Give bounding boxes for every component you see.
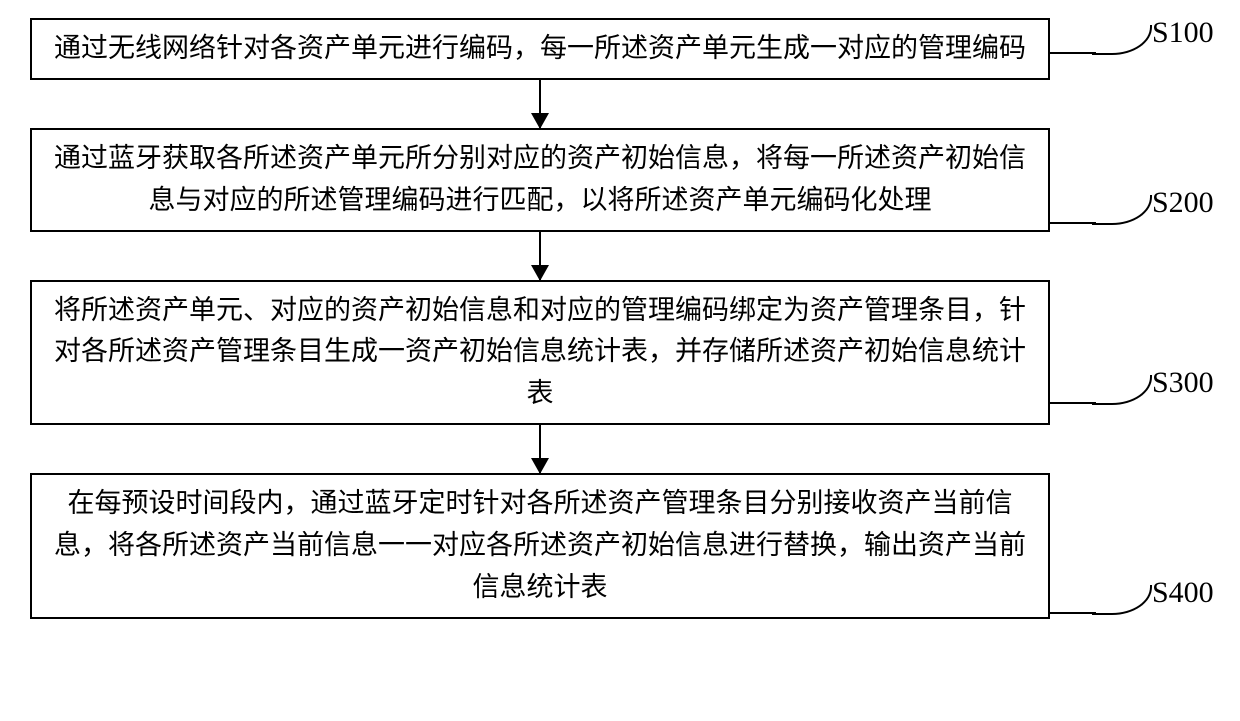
step-box: 在每预设时间段内，通过蓝牙定时针对各所述资产管理条目分别接收资产当前信息，将各所… — [30, 473, 1050, 619]
arrow-icon — [539, 425, 541, 473]
connector-line — [1050, 222, 1096, 224]
connector-line — [1050, 52, 1096, 54]
arrow-icon — [539, 232, 541, 280]
label-text: S200 — [1152, 186, 1214, 219]
step-box: 通过蓝牙获取各所述资产单元所分别对应的资产初始信息，将每一所述资产初始信息与对应… — [30, 128, 1050, 232]
label-text: S300 — [1152, 366, 1214, 399]
step-text: 将所述资产单元、对应的资产初始信息和对应的管理编码绑定为资产管理条目，针对各所述… — [54, 295, 1026, 409]
step-box: 将所述资产单元、对应的资产初始信息和对应的管理编码绑定为资产管理条目，针对各所述… — [30, 280, 1050, 426]
arrow-icon — [539, 80, 541, 128]
step-label: S200 — [1152, 186, 1214, 220]
connector-curve — [1092, 585, 1152, 615]
step-S300: 将所述资产单元、对应的资产初始信息和对应的管理编码绑定为资产管理条目，针对各所述… — [30, 280, 1050, 426]
step-label: S300 — [1152, 366, 1214, 400]
step-label: S100 — [1152, 16, 1214, 50]
step-S200: 通过蓝牙获取各所述资产单元所分别对应的资产初始信息，将每一所述资产初始信息与对应… — [30, 128, 1050, 232]
step-text: 在每预设时间段内，通过蓝牙定时针对各所述资产管理条目分别接收资产当前信息，将各所… — [54, 488, 1026, 602]
step-text: 通过无线网络针对各资产单元进行编码，每一所述资产单元生成一对应的管理编码 — [54, 33, 1026, 63]
label-text: S400 — [1152, 576, 1214, 609]
step-S400: 在每预设时间段内，通过蓝牙定时针对各所述资产管理条目分别接收资产当前信息，将各所… — [30, 473, 1050, 619]
step-label: S400 — [1152, 576, 1214, 610]
connector-line — [1050, 612, 1096, 614]
step-S100: 通过无线网络针对各资产单元进行编码，每一所述资产单元生成一对应的管理编码 — [30, 18, 1050, 80]
step-text: 通过蓝牙获取各所述资产单元所分别对应的资产初始信息，将每一所述资产初始信息与对应… — [54, 143, 1026, 215]
connector-curve — [1092, 375, 1152, 405]
connector-curve — [1092, 195, 1152, 225]
label-text: S100 — [1152, 16, 1214, 49]
connector-curve — [1092, 25, 1152, 55]
step-box: 通过无线网络针对各资产单元进行编码，每一所述资产单元生成一对应的管理编码 — [30, 18, 1050, 80]
flowchart-container: 通过无线网络针对各资产单元进行编码，每一所述资产单元生成一对应的管理编码 通过蓝… — [30, 18, 1050, 619]
connector-line — [1050, 402, 1096, 404]
